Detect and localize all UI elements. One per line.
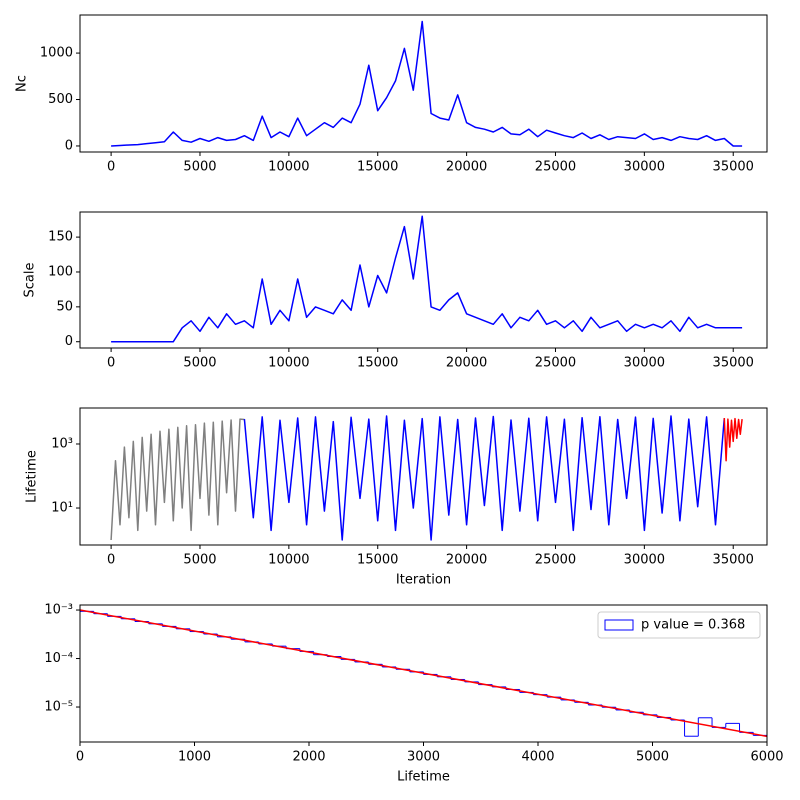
- axes-frame: [79, 407, 768, 546]
- line: [243, 415, 726, 541]
- y-tick-label: 0: [65, 138, 73, 153]
- x-tick-label: 0: [107, 160, 115, 175]
- x-tick-label: 10000: [268, 553, 309, 568]
- x-tick-label: 0: [76, 750, 84, 765]
- x-tick-label: 6000: [750, 750, 783, 765]
- plot-area: [110, 415, 743, 541]
- x-tick-label: 15000: [357, 160, 398, 175]
- fit-line: [80, 609, 767, 738]
- x-tick-label: 0: [107, 356, 115, 371]
- x-tick-label: 35000: [713, 356, 754, 371]
- x-tick-label: 5000: [183, 553, 216, 568]
- y-tick-label: 0: [65, 334, 73, 349]
- x-tick-label: 0: [107, 553, 115, 568]
- x-tick-label: 3000: [407, 750, 440, 765]
- y-tick-label: 500: [48, 92, 73, 107]
- x-tick-label: 2000: [292, 750, 325, 765]
- line: [111, 20, 743, 147]
- plot-area: [111, 20, 743, 147]
- line: [110, 418, 245, 541]
- y-tick-label: 10³: [51, 436, 73, 451]
- y-tick-label: 1000: [40, 46, 73, 61]
- y-axis-label: Scale: [23, 263, 38, 298]
- plot-area: [111, 215, 743, 343]
- line: [111, 215, 743, 343]
- y-tick-label: 10¹: [51, 501, 73, 516]
- x-tick-label: 5000: [183, 160, 216, 175]
- x-tick-label: 25000: [535, 553, 576, 568]
- line: [723, 417, 743, 462]
- legend-swatch: [604, 619, 634, 631]
- y-tick-label: 10⁻⁴: [44, 651, 73, 666]
- y-axis-label: Lifetime: [25, 450, 40, 503]
- y-tick-label: 10⁻⁵: [44, 700, 73, 715]
- y-axis-label: Nc: [15, 75, 30, 92]
- x-tick-label: 10000: [268, 160, 309, 175]
- x-tick-label: 5000: [636, 750, 669, 765]
- x-tick-label: 25000: [535, 356, 576, 371]
- x-axis-label: Lifetime: [397, 770, 450, 785]
- x-tick-label: 30000: [624, 356, 665, 371]
- x-tick-label: 30000: [624, 160, 665, 175]
- x-tick-label: 20000: [446, 160, 487, 175]
- y-tick-label: 10⁻³: [44, 603, 73, 618]
- x-tick-label: 30000: [624, 553, 665, 568]
- axes-frame: [79, 604, 768, 743]
- x-tick-label: 5000: [183, 356, 216, 371]
- axes-frame: [79, 211, 768, 349]
- x-tick-label: 15000: [357, 356, 398, 371]
- y-tick-label: 50: [56, 299, 73, 314]
- x-tick-label: 35000: [713, 553, 754, 568]
- plot-area: [80, 609, 767, 738]
- legend-box: [597, 611, 761, 639]
- x-tick-label: 1000: [178, 750, 211, 765]
- axes-frame: [79, 14, 768, 153]
- x-axis-label: Iteration: [396, 573, 451, 588]
- x-tick-label: 4000: [521, 750, 554, 765]
- x-tick-label: 25000: [535, 160, 576, 175]
- y-tick-label: 100: [48, 264, 73, 279]
- x-tick-label: 10000: [268, 356, 309, 371]
- x-tick-label: 15000: [357, 553, 398, 568]
- x-tick-label: 20000: [446, 356, 487, 371]
- legend-label: p value = 0.368: [641, 618, 745, 633]
- x-tick-label: 35000: [713, 160, 754, 175]
- y-tick-label: 150: [48, 230, 73, 245]
- x-tick-label: 20000: [446, 553, 487, 568]
